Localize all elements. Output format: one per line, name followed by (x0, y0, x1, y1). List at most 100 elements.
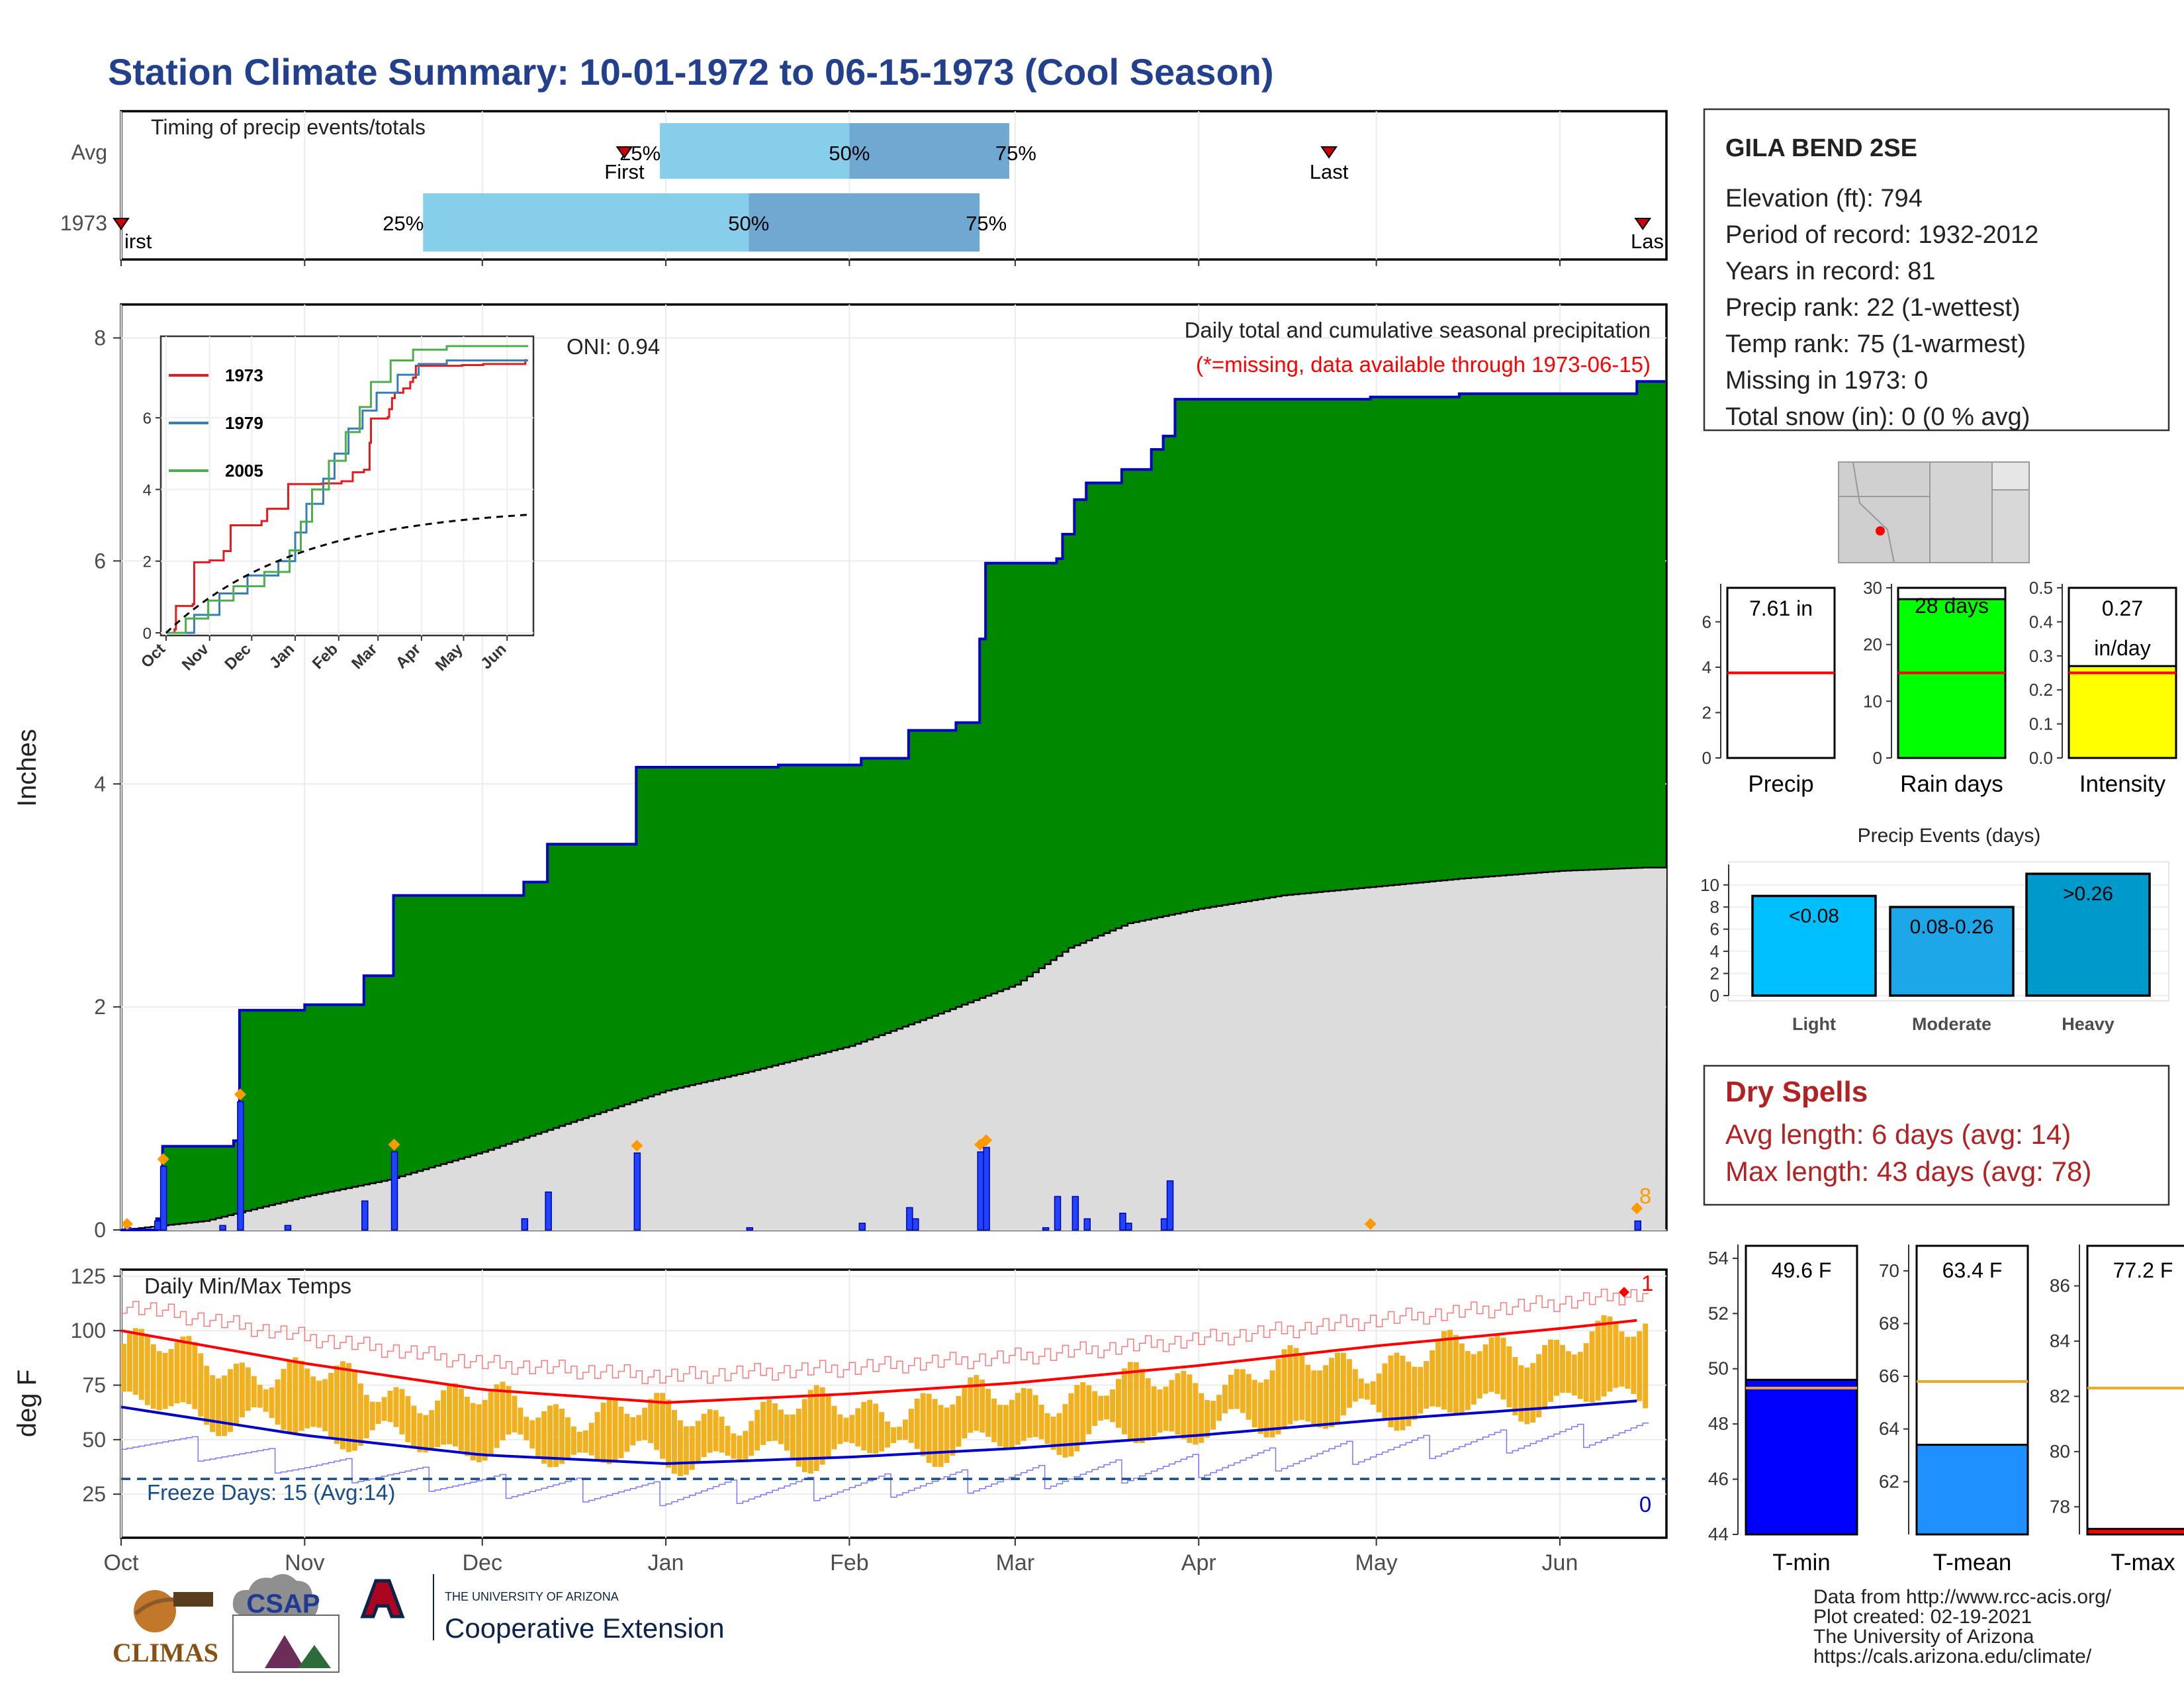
daily-temp-bar (1021, 1387, 1026, 1441)
month-label: Mar (996, 1550, 1035, 1575)
daily-temp-bar (275, 1379, 281, 1425)
daily-temp-bar (1323, 1365, 1329, 1429)
daily-temp-bar (559, 1408, 565, 1464)
summary-value-label: 0.27 (2102, 596, 2143, 620)
daily-temp-bar (1530, 1363, 1536, 1423)
daily-temp-bar (950, 1404, 956, 1456)
daily-temp-bar (606, 1398, 612, 1464)
daily-temp-bar (766, 1399, 772, 1442)
daily-temp-bar (1424, 1361, 1430, 1409)
daily-temp-bar (1009, 1399, 1015, 1448)
station-line: Total snow (in): 0 (0 % avg) (1725, 403, 2030, 431)
daily-temp-bar (1518, 1365, 1524, 1422)
daily-temp-bar (1311, 1370, 1317, 1425)
summary-tick-label: 4 (1702, 657, 1711, 677)
daily-temp-bar (541, 1411, 547, 1464)
credits-text: Data from http://www.rcc-acis.org/ Plot … (1813, 1586, 2112, 1667)
daily-temp-bar (1121, 1368, 1127, 1434)
daily-temp-bar (441, 1390, 447, 1445)
daily-temp-bar (1205, 1400, 1210, 1438)
events-bar (1889, 906, 2015, 997)
daily-temp-bar (654, 1393, 660, 1450)
daily-temp-bar (351, 1371, 357, 1451)
daily-temp-bar (1471, 1354, 1477, 1405)
daily-precip-bar (912, 1218, 919, 1231)
daily-temp-bar (1275, 1358, 1281, 1434)
daily-temp-bar (1234, 1369, 1240, 1409)
daily-temp-bar (150, 1344, 156, 1409)
daily-temp-bar (1210, 1401, 1216, 1430)
daily-temp-bar (1293, 1348, 1299, 1421)
month-label: Dec (462, 1550, 502, 1575)
daily-temp-bar (1482, 1344, 1488, 1394)
daily-temp-bar (506, 1385, 512, 1435)
daily-temp-bar (1263, 1379, 1269, 1438)
daily-temp-bar (435, 1400, 441, 1448)
daily-temp-bar (1251, 1380, 1257, 1428)
daily-temp-bar (1246, 1374, 1251, 1420)
daily-temp-bar (518, 1407, 523, 1434)
month-label: Jun (1542, 1550, 1578, 1575)
daily-precip-bar (219, 1225, 226, 1231)
temp-summary-axis-label: T-mean (1933, 1550, 2012, 1575)
precip-count-label: 8 (1639, 1184, 1651, 1208)
dry-spells-box: Dry Spells Avg length: 6 days (avg: 14) … (1703, 1064, 2170, 1206)
summary-bar (1897, 598, 2007, 759)
daily-precip-bar (906, 1207, 913, 1231)
summary-tick-label: 0.3 (2029, 646, 2053, 666)
daily-temp-bar (192, 1342, 198, 1409)
daily-temp-bar (695, 1421, 701, 1464)
daily-temp-bar (914, 1398, 920, 1449)
daily-temp-bar (1127, 1362, 1133, 1440)
daily-temp-bar (405, 1396, 411, 1442)
daily-temp-bar (1346, 1359, 1352, 1408)
daily-temp-bar (819, 1387, 825, 1465)
daily-temp-bar (1110, 1389, 1115, 1423)
daily-temp-bar (618, 1407, 624, 1458)
events-tick-label: 8 (1710, 897, 1719, 917)
inset-y-label: 2 (143, 553, 152, 571)
daily-temp-bar (962, 1385, 968, 1439)
summary-bar (2068, 665, 2177, 759)
temp-summary-value: 77.2 F (2113, 1258, 2173, 1282)
daily-temp-bar (642, 1407, 648, 1440)
daily-temp-bar (476, 1404, 482, 1462)
daily-temp-bar (974, 1375, 979, 1431)
temp-summary-chart: 62 64 66 68 70 63.4 F T-mean (1879, 1244, 2029, 1575)
timing-label: Timing of precip events/totals (151, 115, 426, 139)
daily-temp-bar (1163, 1386, 1169, 1431)
daily-temp-bar (944, 1407, 950, 1464)
credit-line: The University of Arizona (1813, 1626, 2034, 1648)
station-line: Period of record: 1932-2012 (1725, 221, 2038, 249)
y-tick-label: 8 (94, 326, 106, 350)
daily-temp-bar (920, 1393, 926, 1456)
daily-temp-bar (1299, 1356, 1305, 1421)
daily-temp-bar (1335, 1352, 1340, 1423)
daily-temp-bar (470, 1403, 476, 1461)
daily-temp-bar (1388, 1355, 1394, 1428)
last-event-label: Las (1631, 230, 1664, 253)
normal-max-line (120, 1319, 1637, 1404)
station-name: GILA BEND 2SE (1725, 134, 1917, 162)
month-x-axis: Oct Nov Dec Jan Feb Mar Apr May Jun (104, 259, 1578, 1575)
temp-summary-tick-label: 68 (1879, 1313, 1899, 1333)
daily-precip-bar (521, 1218, 529, 1231)
temp-summary-value: 63.4 F (1942, 1258, 2003, 1282)
temp-y-tick-label: 75 (82, 1374, 106, 1397)
daily-temp-bar (867, 1399, 873, 1454)
daily-temp-bar (873, 1403, 879, 1454)
temp-y-tick-label: 100 (71, 1319, 106, 1342)
daily-temp-bar (1104, 1395, 1110, 1420)
y-tick-label: 0 (94, 1218, 106, 1242)
summary-tick-label: 6 (1702, 612, 1711, 632)
daily-temp-bar (837, 1414, 843, 1444)
daily-temp-bar (849, 1415, 855, 1444)
station-location-dot (1876, 526, 1885, 536)
daily-temp-bar (1062, 1404, 1068, 1458)
daily-temp-bar (523, 1417, 529, 1440)
daily-temp-bar (1376, 1373, 1382, 1413)
climas-logo-text: CLIMAS (113, 1638, 218, 1667)
daily-temp-bar (582, 1430, 588, 1453)
daily-temp-bar (737, 1435, 743, 1461)
summary-value-label: in/day (2094, 636, 2150, 660)
